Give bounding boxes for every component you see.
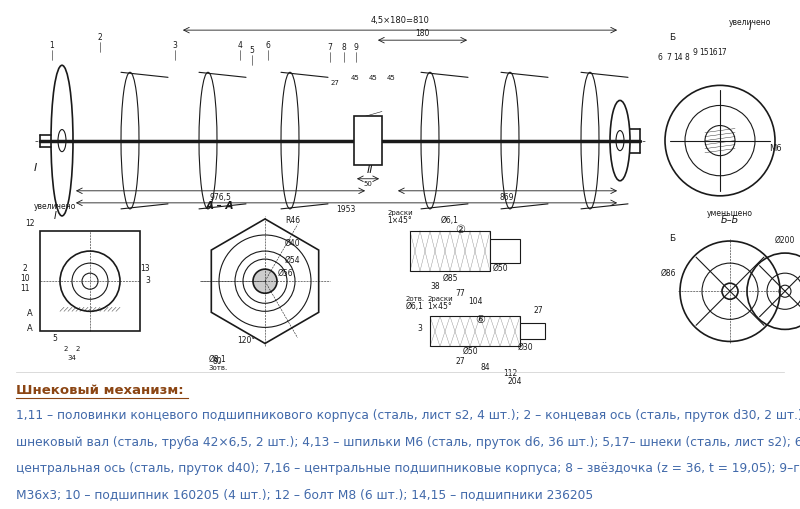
Text: 6: 6 xyxy=(658,53,662,62)
Text: Ø50: Ø50 xyxy=(492,264,508,273)
Text: 976,5: 976,5 xyxy=(209,193,231,202)
Text: Ø85: Ø85 xyxy=(442,274,458,283)
Bar xyxy=(430,316,520,347)
Text: шнековый вал (сталь, труба 42×6,5, 2 шт.); 4,13 – шпильки М6 (сталь, пруток d6, : шнековый вал (сталь, труба 42×6,5, 2 шт.… xyxy=(16,436,800,449)
Text: Ø54: Ø54 xyxy=(285,256,301,265)
Text: I: I xyxy=(54,211,57,221)
Text: 2: 2 xyxy=(98,33,102,42)
Text: I: I xyxy=(749,22,751,32)
Text: 15: 15 xyxy=(699,48,709,57)
Text: 2: 2 xyxy=(76,347,80,353)
Text: R46: R46 xyxy=(285,216,300,225)
Text: 45: 45 xyxy=(369,75,378,81)
Text: 2раски: 2раски xyxy=(387,210,413,216)
Text: Ø40: Ø40 xyxy=(285,239,301,248)
Text: ②: ② xyxy=(455,225,465,235)
Text: Ø86: Ø86 xyxy=(660,269,676,278)
Text: Ø6,1: Ø6,1 xyxy=(406,302,424,312)
Text: Ø30: Ø30 xyxy=(517,343,533,352)
Text: Ø56: Ø56 xyxy=(278,269,294,278)
Text: 6: 6 xyxy=(266,41,270,50)
Text: 8: 8 xyxy=(342,43,346,52)
Text: 14: 14 xyxy=(673,53,683,62)
Text: 2отв.: 2отв. xyxy=(406,296,425,302)
Circle shape xyxy=(253,269,277,293)
Text: 80: 80 xyxy=(212,356,222,365)
Text: А – А: А – А xyxy=(206,201,234,211)
Text: Шнековый механизм:: Шнековый механизм: xyxy=(16,384,184,397)
Text: М36х3; 10 – подшипник 160205 (4 шт.); 12 – болт М8 (6 шт.); 14,15 – подшипники 2: М36х3; 10 – подшипник 160205 (4 шт.); 12… xyxy=(16,488,594,501)
Text: 9: 9 xyxy=(354,43,358,52)
Text: 1: 1 xyxy=(50,41,54,50)
Text: центральная ось (сталь, пруток d40); 7,16 – центральные подшипниковые корпуса; 8: центральная ось (сталь, пруток d40); 7,1… xyxy=(16,462,800,475)
Text: 77: 77 xyxy=(455,289,465,298)
Text: 204: 204 xyxy=(508,377,522,386)
Text: 7: 7 xyxy=(327,43,333,52)
Text: 2: 2 xyxy=(64,347,68,353)
Text: 5: 5 xyxy=(53,334,58,344)
Text: Ø8,1: Ø8,1 xyxy=(209,355,227,363)
Text: A: A xyxy=(27,324,33,333)
Text: М6: М6 xyxy=(769,144,782,153)
Text: A: A xyxy=(27,309,33,318)
Text: 2: 2 xyxy=(22,264,27,273)
Text: Ø50: Ø50 xyxy=(462,347,478,355)
Text: 34: 34 xyxy=(67,355,77,360)
Text: 4,5×180=810: 4,5×180=810 xyxy=(370,16,430,25)
Text: 3: 3 xyxy=(173,41,178,50)
Text: увеличено: увеличено xyxy=(729,18,771,27)
Text: 869: 869 xyxy=(500,193,514,202)
Text: 2раски: 2раски xyxy=(427,296,453,302)
Text: 50: 50 xyxy=(363,181,373,187)
Bar xyxy=(40,231,140,331)
Text: 104: 104 xyxy=(468,297,482,306)
Text: 11: 11 xyxy=(20,284,30,293)
Bar xyxy=(520,323,545,340)
Text: 10: 10 xyxy=(20,274,30,283)
Bar xyxy=(490,239,520,263)
Text: 38: 38 xyxy=(430,282,440,291)
Text: 27: 27 xyxy=(330,80,339,87)
Text: 8: 8 xyxy=(685,53,690,62)
Text: I: I xyxy=(34,163,37,173)
Text: Б–Б: Б–Б xyxy=(721,215,739,225)
Text: 1×45°: 1×45° xyxy=(428,302,452,312)
Text: ⑥: ⑥ xyxy=(475,316,485,325)
Bar xyxy=(410,231,490,271)
Text: увеличено: увеличено xyxy=(34,202,76,211)
Text: 16: 16 xyxy=(708,48,718,57)
Text: 1×45°: 1×45° xyxy=(388,216,412,225)
Text: 3: 3 xyxy=(146,276,150,285)
Text: Ø6,1: Ø6,1 xyxy=(441,216,459,225)
Text: 13: 13 xyxy=(140,264,150,273)
Text: 3отв.: 3отв. xyxy=(208,364,228,371)
Text: Б: Б xyxy=(669,234,675,243)
Text: 1953: 1953 xyxy=(336,205,356,214)
Text: 5: 5 xyxy=(250,46,254,55)
Text: 180: 180 xyxy=(415,29,429,38)
Text: 45: 45 xyxy=(350,75,359,81)
Text: Б: Б xyxy=(669,33,675,42)
Text: 120°: 120° xyxy=(237,336,255,346)
Text: 45: 45 xyxy=(386,75,395,81)
Text: Ø200: Ø200 xyxy=(775,236,795,245)
Polygon shape xyxy=(211,219,318,344)
Text: уменьшено: уменьшено xyxy=(707,209,753,218)
Text: 84: 84 xyxy=(480,362,490,372)
Text: 12: 12 xyxy=(26,219,34,228)
Text: 1,11 – половинки концевого подшипникового корпуса (сталь, лист s2, 4 шт.); 2 – к: 1,11 – половинки концевого подшипниковог… xyxy=(16,409,800,422)
Text: 27: 27 xyxy=(533,306,543,315)
Text: 4: 4 xyxy=(238,41,242,50)
Text: 27: 27 xyxy=(455,356,465,365)
Text: 17: 17 xyxy=(717,48,727,57)
Bar xyxy=(354,117,382,165)
Text: 9: 9 xyxy=(693,48,698,57)
Text: II: II xyxy=(366,165,374,175)
Text: 3: 3 xyxy=(418,324,422,333)
Text: 112: 112 xyxy=(503,369,517,378)
Text: 7: 7 xyxy=(666,53,671,62)
